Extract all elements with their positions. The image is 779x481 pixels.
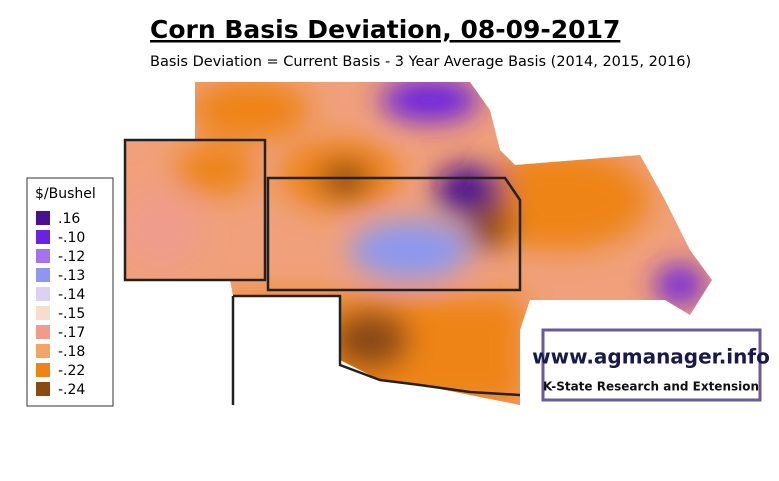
legend-swatch xyxy=(36,344,50,358)
legend-label: -.13 xyxy=(58,268,85,284)
legend-swatch xyxy=(36,382,50,396)
legend-label: -.24 xyxy=(58,382,85,398)
legend: $/Bushel .16 -.10 -.12 -.13 -.14 -.15 -.17 -.18… xyxy=(26,177,114,407)
legend-swatch xyxy=(36,325,50,339)
legend-swatch xyxy=(36,268,50,282)
legend-swatch xyxy=(36,230,50,244)
logo-org: K-State Research and Extension xyxy=(543,380,759,394)
logo-box xyxy=(541,328,762,402)
map xyxy=(123,82,712,405)
subtitle: Basis Deviation = Current Basis - 3 Year… xyxy=(150,54,691,70)
legend-label: -.17 xyxy=(58,325,85,341)
legend-label: -.12 xyxy=(58,249,85,265)
state-borders xyxy=(123,138,522,405)
logo-url: www.agmanager.info xyxy=(532,345,770,369)
legend-swatch xyxy=(36,287,50,301)
legend-swatch xyxy=(36,211,50,225)
legend-label: -.14 xyxy=(58,287,85,303)
legend-label: .16 xyxy=(58,211,80,227)
legend-swatch xyxy=(36,249,50,263)
legend-items: .16 -.10 -.12 -.13 -.14 -.15 -.17 -.18 -.22 -.24 xyxy=(36,211,85,398)
title: Corn Basis Deviation, 08-09-2017 xyxy=(150,15,620,44)
logo: www.agmanager.info K-State Research and … xyxy=(532,328,770,402)
legend-title: $/Bushel xyxy=(35,186,96,202)
legend-label: -.18 xyxy=(58,344,85,360)
legend-label: -.10 xyxy=(58,230,85,246)
legend-swatch xyxy=(36,306,50,320)
legend-swatch xyxy=(36,363,50,377)
legend-label: -.15 xyxy=(58,306,85,322)
legend-label: -.22 xyxy=(58,363,85,379)
